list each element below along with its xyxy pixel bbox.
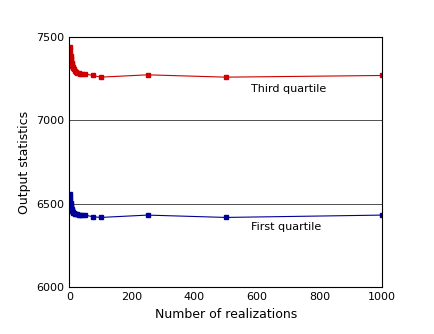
X-axis label: Number of realizations: Number of realizations (155, 308, 297, 321)
Y-axis label: Output statistics: Output statistics (18, 111, 31, 213)
Text: First quartile: First quartile (251, 222, 321, 232)
Text: Third quartile: Third quartile (251, 84, 326, 94)
